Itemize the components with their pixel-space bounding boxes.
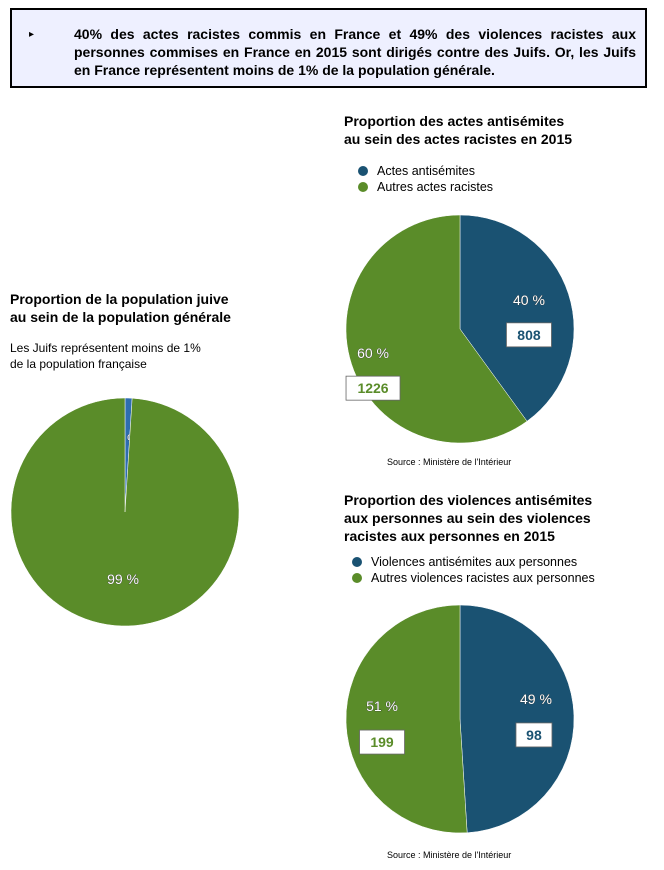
- chart3-value-box-1: [515, 722, 553, 748]
- chart3-title-line2: aux personnes au sein des violences: [344, 510, 591, 526]
- chart3-legend-item-antisemites: Violences antisémites aux personnes: [352, 554, 595, 570]
- chart2-value-box-2: [345, 375, 401, 401]
- chart2-legend-label-1: Actes antisémites: [377, 164, 475, 178]
- legend-dot-blue: [358, 166, 368, 176]
- chart2-value-label-1: 808: [517, 327, 541, 343]
- chart3-source: Source : Ministère de l'Intérieur: [387, 850, 512, 860]
- chart2-slice-1: [459, 214, 575, 422]
- chart2-source: Source : Ministère de l'Intérieur: [387, 457, 512, 467]
- chart3-pie: 49 % 98 51 % 199: [345, 604, 575, 834]
- chart1-subtitle-line2: de la population française: [10, 357, 147, 371]
- chart3-slice-2: [345, 604, 468, 834]
- chart2-title-line2: au sein des actes racistes en 2015: [344, 131, 573, 147]
- chart3-legend-label-2: Autres violences racistes aux personnes: [371, 571, 595, 585]
- chart1-title-line2: au sein de la population générale: [10, 309, 231, 325]
- chart2-legend: Actes antisémites Autres actes racistes: [358, 163, 493, 195]
- legend-dot-blue: [352, 557, 362, 567]
- chart2-legend-item-antisemites: Actes antisémites: [358, 163, 493, 179]
- chart3-percent-label-1: 49 %: [520, 691, 552, 707]
- chart2-legend-label-2: Autres actes racistes: [377, 180, 494, 194]
- chart3-value-label-2: 199: [370, 734, 394, 750]
- summary-banner: ▸ 40% des actes racistes commis en Franc…: [10, 8, 647, 88]
- chart2-value-label-2: 1226: [357, 380, 388, 396]
- chart2-legend-item-autres: Autres actes racistes: [358, 179, 493, 195]
- chart2-title-line1: Proportion des actes antisémites: [344, 113, 565, 129]
- chart1-title-line1: Proportion de la population juive: [10, 291, 229, 307]
- chart3-slice-1: [459, 604, 575, 834]
- chart3-title-line3: racistes aux personnes en 2015: [344, 528, 555, 544]
- chart1-subtitle: Les Juifs représentent moins de 1% de la…: [10, 340, 201, 372]
- chart1-title: Proportion de la population juive au sei…: [10, 290, 231, 326]
- chart2-pie: 40 % 808 60 % 1226: [345, 214, 575, 444]
- chart3-value-box-2: [359, 729, 405, 755]
- chart2-percent-label-1: 40 %: [513, 292, 545, 308]
- chart2-title: Proportion des actes antisémites au sein…: [344, 112, 572, 148]
- legend-dot-green: [352, 573, 362, 583]
- chart3-value-label-1: 98: [526, 727, 542, 743]
- chart3-title-line1: Proportion des violences antisémites: [344, 492, 593, 508]
- chart3-percent-label-2: 51 %: [366, 698, 398, 714]
- chart3-title: Proportion des violences antisémites aux…: [344, 491, 592, 545]
- summary-text: 40% des actes racistes commis en France …: [74, 26, 636, 78]
- chart2-percent-label-2: 60 %: [357, 345, 389, 361]
- chart1-percent-label-2: 99 %: [107, 571, 139, 587]
- chart3-legend-item-autres: Autres violences racistes aux personnes: [352, 570, 595, 586]
- chart1-slice-2: [10, 397, 240, 627]
- chart1-pie: 1 %99 %: [10, 397, 240, 627]
- legend-dot-green: [358, 182, 368, 192]
- chart3-legend-label-1: Violences antisémites aux personnes: [371, 555, 578, 569]
- chart1-subtitle-line1: Les Juifs représentent moins de 1%: [10, 341, 201, 355]
- chart3-legend: Violences antisémites aux personnes Autr…: [352, 554, 595, 586]
- chart2-value-box-1: [506, 322, 552, 348]
- bullet-icon: ▸: [29, 29, 35, 40]
